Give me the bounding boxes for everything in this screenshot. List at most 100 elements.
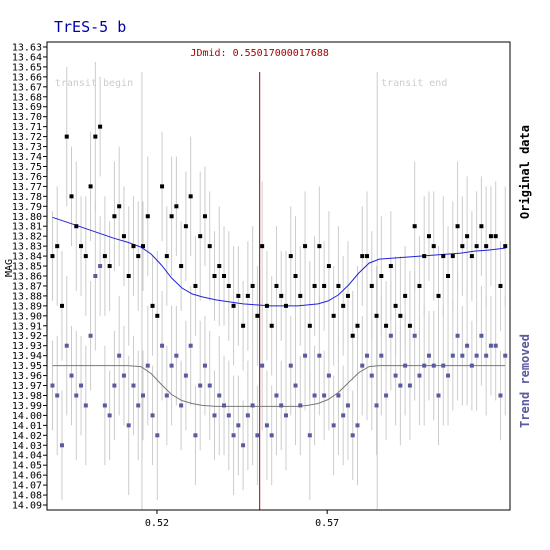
y-tick-label: 13.69 xyxy=(12,102,42,113)
original-data-point xyxy=(384,323,389,328)
original-data-point xyxy=(131,244,136,249)
detrended-data-point xyxy=(298,403,303,408)
y-tick-label: 13.72 xyxy=(12,132,42,143)
detrended-data-point xyxy=(126,423,131,428)
y-tick-label: 14.09 xyxy=(12,501,42,512)
detrended-data-point xyxy=(160,343,165,348)
detrended-data-point xyxy=(279,403,284,408)
y-tick-label: 13.85 xyxy=(12,262,42,273)
original-data-point xyxy=(74,224,79,229)
detrended-data-point xyxy=(407,383,412,388)
detrended-data-point xyxy=(441,363,446,368)
y-tick-label: 13.87 xyxy=(12,281,42,292)
x-tick-label: 0.52 xyxy=(145,518,169,529)
detrended-data-point xyxy=(112,383,117,388)
original-data-point xyxy=(479,224,484,229)
detrended-data-point xyxy=(360,363,365,368)
y-tick-label: 13.66 xyxy=(12,72,42,83)
detrended-data-point xyxy=(288,363,293,368)
detrended-data-point xyxy=(355,423,360,428)
detrended-data-point xyxy=(255,433,260,438)
y-tick-label: 13.83 xyxy=(12,242,42,253)
original-data-point xyxy=(288,254,293,259)
original-data-point xyxy=(93,134,98,139)
original-data-point xyxy=(283,303,288,308)
original-data-point xyxy=(403,293,408,298)
detrended-data-point xyxy=(207,383,212,388)
detrended-data-point xyxy=(331,423,336,428)
y-tick-label: 13.77 xyxy=(12,182,42,193)
detrended-data-point xyxy=(55,393,60,398)
y-tick-label: 13.78 xyxy=(12,192,42,203)
original-data-point xyxy=(317,244,322,249)
y-tick-label: 13.79 xyxy=(12,202,42,213)
y-tick-label: 13.99 xyxy=(12,401,42,412)
detrended-data-point xyxy=(260,363,265,368)
detrended-data-point xyxy=(150,413,155,418)
detrended-data-point xyxy=(155,433,160,438)
trend-removed-side-label: Trend removed xyxy=(518,334,532,428)
original-data-point xyxy=(398,313,403,318)
detrended-data-point xyxy=(365,353,370,358)
original-data-point xyxy=(107,264,112,269)
y-tick-label: 13.64 xyxy=(12,52,42,63)
original-data-point xyxy=(179,264,184,269)
original-data-point xyxy=(474,244,479,249)
detrended-data-point xyxy=(493,343,498,348)
detrended-data-point xyxy=(164,393,169,398)
y-tick-label: 14.03 xyxy=(12,441,42,452)
detrended-data-point xyxy=(93,274,98,278)
detrended-fit-curve xyxy=(52,365,506,407)
y-tick-label: 14.05 xyxy=(12,461,42,472)
original-data-point xyxy=(360,254,365,259)
original-data-point xyxy=(55,244,60,249)
detrended-data-point xyxy=(455,333,460,338)
original-data-point xyxy=(136,254,141,259)
detrended-data-point xyxy=(245,413,250,418)
detrended-data-point xyxy=(174,353,179,358)
y-axis-label: MAG xyxy=(4,259,15,277)
original-data-point xyxy=(303,244,308,249)
original-data-point xyxy=(307,323,312,328)
original-data-point xyxy=(255,313,260,318)
original-data-point xyxy=(417,283,422,288)
y-tick-label: 13.74 xyxy=(12,152,42,163)
original-data-point xyxy=(241,323,246,328)
y-tick-label: 13.84 xyxy=(12,252,42,263)
y-tick-label: 13.73 xyxy=(12,142,42,153)
original-data-point xyxy=(350,333,355,338)
original-data-point xyxy=(217,264,222,269)
detrended-data-point xyxy=(145,363,150,368)
original-data-point xyxy=(450,254,455,259)
y-tick-label: 13.81 xyxy=(12,222,42,233)
detrended-data-point xyxy=(450,353,455,358)
original-data-point xyxy=(236,293,241,298)
detrended-data-point xyxy=(241,443,246,448)
original-data-point xyxy=(369,283,374,288)
detrended-data-point xyxy=(107,413,112,418)
detrended-data-point xyxy=(374,403,379,408)
detrended-data-point xyxy=(274,393,279,398)
detrended-data-point xyxy=(469,363,474,368)
original-data-point xyxy=(102,254,107,259)
original-data-point xyxy=(222,274,227,278)
original-data-point xyxy=(198,234,203,239)
original-data-point xyxy=(503,244,508,249)
y-tick-label: 14.06 xyxy=(12,471,42,482)
y-tick-label: 13.95 xyxy=(12,361,42,372)
detrended-data-point xyxy=(217,393,222,398)
detrended-data-point xyxy=(188,343,193,348)
detrended-data-point xyxy=(59,443,64,448)
detrended-data-point xyxy=(503,353,508,358)
original-data-point xyxy=(83,254,88,259)
detrended-data-point xyxy=(74,393,79,398)
y-tick-label: 13.86 xyxy=(12,272,42,283)
detrended-data-point xyxy=(422,363,427,368)
original-data-point xyxy=(379,274,384,278)
detrended-data-point xyxy=(236,423,241,428)
original-data-point xyxy=(279,293,284,298)
y-tick-label: 13.75 xyxy=(12,162,42,173)
transit-end-label: transit end xyxy=(381,78,447,89)
y-tick-label: 13.76 xyxy=(12,172,42,183)
